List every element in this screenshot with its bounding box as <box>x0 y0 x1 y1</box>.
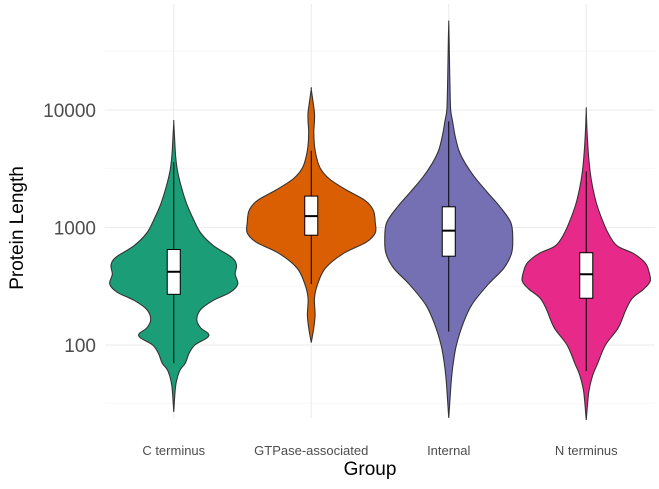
x-tick-label: GTPase-associated <box>254 443 368 458</box>
x-axis-title: Group <box>344 459 397 480</box>
y-tick-label: 10000 <box>43 101 96 122</box>
x-tick-label: C terminus <box>142 443 205 458</box>
box-iqr <box>580 253 593 299</box>
violin-layer <box>110 21 651 420</box>
x-tick-label: N terminus <box>555 443 618 458</box>
y-axis-title: Protein Length <box>7 166 28 290</box>
violin-group <box>385 21 513 418</box>
violin-group <box>110 120 238 411</box>
violin-group <box>522 108 651 420</box>
x-tick-labels: C terminus GTPase-associated Internal N ter… <box>142 443 618 458</box>
violin-group <box>247 88 376 343</box>
y-tick-labels: 100 1000 10000 <box>43 101 96 357</box>
x-tick-label: Internal <box>427 443 470 458</box>
y-tick-label: 100 <box>64 336 96 357</box>
y-tick-label: 1000 <box>54 219 96 240</box>
